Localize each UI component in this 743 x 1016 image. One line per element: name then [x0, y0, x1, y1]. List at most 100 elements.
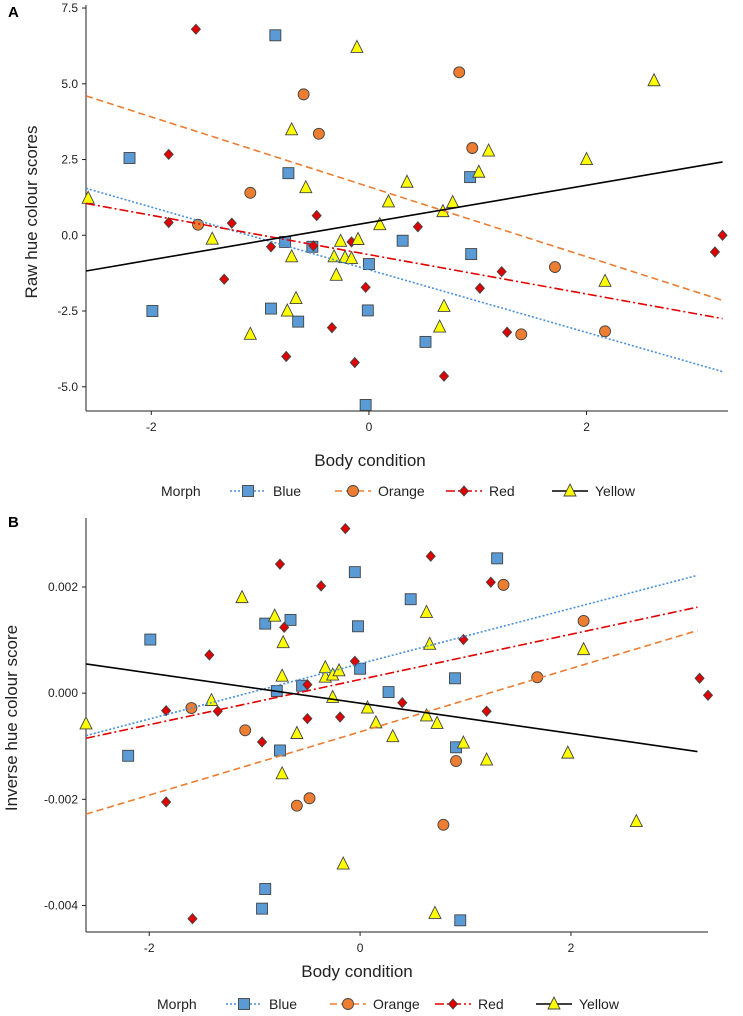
panel-b-legend-label-yellow: Yellow: [579, 996, 620, 1012]
panel-a-point-orange: [297, 88, 310, 101]
panel-b-point-yellow: [430, 715, 444, 729]
panel-a-point-blue: [282, 167, 295, 180]
panel-a-point-blue: [361, 304, 374, 317]
panel-a-y-axis-label: Raw hue colour scores: [22, 126, 41, 299]
legend-b-title: Morph: [157, 996, 197, 1012]
panel-a-legend-marker-yellow: [563, 482, 577, 497]
panel-b-point-blue: [144, 633, 157, 646]
panel-a-point-yellow: [243, 326, 258, 340]
panel-b-point-orange: [303, 792, 316, 805]
panel-b-x-tick-label: 0: [357, 941, 364, 955]
panel-b-y-tick-label: -0.004: [44, 898, 78, 912]
panel-a-point-red: [717, 229, 728, 241]
panel-b-point-red: [187, 913, 198, 925]
panel-a-legend-label-orange: Orange: [378, 483, 425, 499]
panel-b-fit-line-orange: [86, 629, 698, 815]
panel-a-x-axis-label: Body condition: [314, 451, 426, 470]
panel-a-point-yellow: [373, 216, 387, 231]
panel-a-point-yellow: [280, 303, 295, 317]
panel-b-point-yellow: [419, 707, 434, 722]
panel-a-point-red: [474, 282, 486, 294]
panel-a-legend-label-yellow: Yellow: [595, 483, 636, 499]
panel-b-point-red: [315, 580, 327, 592]
panel-a-fit-line-blue: [86, 187, 723, 373]
panel-a-point-yellow: [381, 193, 396, 208]
panel-a-legend-marker-orange: [347, 485, 359, 497]
panel-b-fit-line-red: [86, 606, 698, 740]
panel-b-point-yellow: [456, 735, 471, 749]
panel-a-point-yellow: [81, 190, 95, 204]
panel-b-point-orange: [239, 724, 252, 737]
panel-a-point-yellow: [289, 290, 303, 305]
panel-b-legend-label-blue: Blue: [269, 996, 297, 1012]
panel-b-point-yellow: [561, 745, 575, 759]
panel-a-point-blue: [362, 258, 375, 271]
panel-b-point-red: [485, 576, 496, 588]
panel-a-plot: -5.0 -2.5 0.0 2.5 5.0 7.5 -2 0 2: [57, 1, 728, 434]
panel-b-point-red: [702, 689, 714, 701]
panel-b-point-blue: [454, 914, 467, 927]
panel-a-point-red: [190, 23, 202, 35]
panel-b-point-red: [204, 649, 215, 661]
panel-b-point-yellow: [428, 905, 442, 919]
panel-b-x-axis-label: Body condition: [301, 962, 413, 981]
panel-a-point-orange: [312, 127, 325, 140]
panel-b-x-tick-label: -2: [144, 941, 155, 955]
panel-a-fit-line-orange: [86, 95, 723, 302]
panel-b-fit-line-yellow: [86, 663, 698, 753]
panel-b-point-blue: [382, 686, 395, 699]
panel-b-fit-line-blue: [86, 574, 698, 737]
panel-b-point-red: [340, 522, 351, 535]
panel-a-point-blue: [146, 305, 159, 317]
panel-a-y-tick-label: 2.5: [61, 153, 78, 167]
panel-a-point-yellow: [598, 273, 612, 287]
panel-b-point-red: [302, 678, 313, 691]
panel-b-point-yellow: [275, 668, 289, 682]
panel-b-point-yellow: [290, 725, 304, 739]
panel-a-y-tick-label: -5.0: [57, 380, 78, 394]
panel-a-point-yellow: [329, 267, 343, 281]
panel-b-point-orange: [437, 818, 450, 831]
panel-a-legend-label-red: Red: [489, 483, 515, 499]
panel-b-legend: Morph Blue Orange Red Yellow: [157, 995, 620, 1012]
panel-b-point-red: [694, 672, 705, 684]
panel-b-point-yellow: [422, 636, 437, 650]
panel-a-point-orange: [549, 261, 561, 274]
panel-a-point-red: [226, 217, 237, 229]
panel-a-y-tick-label: 7.5: [61, 1, 78, 15]
panel-a-point-red: [311, 209, 322, 222]
panel-b-point-red: [425, 550, 436, 562]
panel-b-x-tick-label: 2: [568, 941, 575, 955]
panel-b-point-red: [334, 711, 346, 723]
panel-a-point-yellow: [400, 174, 414, 188]
panel-b-plot: -0.004 -0.002 0.000 0.002 -2 0 2: [44, 518, 714, 955]
panel-b-point-orange: [290, 799, 303, 812]
panel-a-fit-line-yellow: [86, 161, 723, 272]
panel-b-y-tick-label: -0.002: [44, 792, 78, 806]
panel-b-point-yellow: [235, 589, 249, 604]
panel-b-point-blue: [284, 613, 297, 626]
panel-a-point-yellow: [432, 319, 447, 333]
panel-a-point-yellow: [437, 298, 451, 312]
panel-a-point-yellow: [327, 248, 341, 263]
panel-b-point-yellow: [360, 700, 375, 714]
panel-b-point-blue: [404, 593, 417, 606]
panel-b-point-yellow: [275, 765, 289, 780]
panel-a-point-yellow: [350, 39, 364, 53]
panel-a-legend: Morph Blue Orange Red Yellow: [161, 482, 636, 499]
panel-a-point-yellow: [299, 179, 313, 194]
panel-a-point-yellow: [333, 233, 348, 247]
panel-b-point-red: [397, 697, 408, 709]
panel-a-point-red: [326, 322, 338, 334]
panel-a-point-red: [709, 246, 721, 258]
panel-a-point-red: [438, 370, 450, 382]
panel-b-y-tick-label: 0.002: [48, 580, 78, 594]
panel-a-point-yellow: [481, 143, 496, 157]
panel-a-point-blue: [292, 315, 305, 328]
panel-a-point-red: [163, 148, 174, 161]
panel-a-point-yellow: [445, 194, 460, 208]
panel-b-legend-marker-blue: [238, 998, 250, 1010]
panel-b-point-yellow: [336, 856, 350, 870]
panel-b-point-blue: [449, 672, 461, 685]
